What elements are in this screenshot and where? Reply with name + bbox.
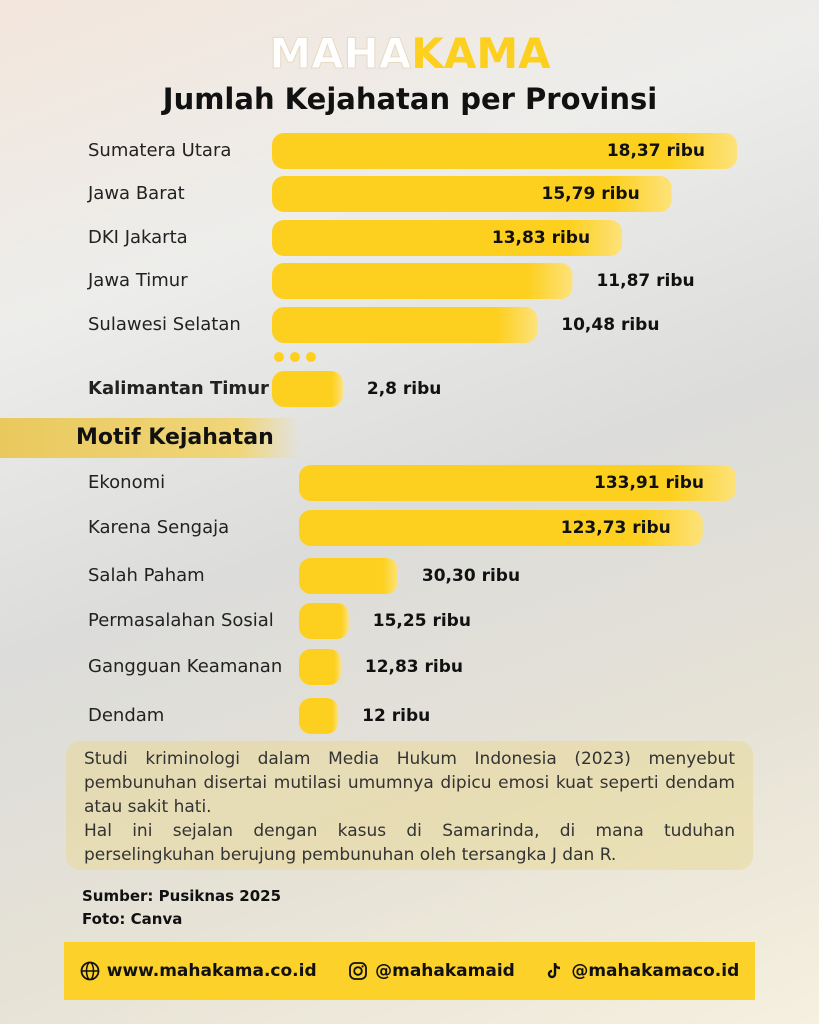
bar: [299, 558, 398, 594]
bar: [272, 220, 623, 256]
category-label: Gangguan Keamanan: [88, 656, 282, 677]
ellipsis-dot: [274, 352, 284, 362]
section-band: [0, 418, 300, 458]
category-label: Permasalahan Sosial: [88, 610, 274, 631]
tiktok[interactable]: @mahakamaco.id: [571, 961, 740, 981]
note-box: Studi kriminologi dalam Media Hukum Indo…: [66, 741, 753, 870]
bar: [299, 698, 339, 734]
category-label: Ekonomi: [88, 472, 165, 493]
bar: [272, 371, 343, 407]
value-label: 15,25 ribu: [373, 611, 471, 631]
category-label: Dendam: [88, 705, 164, 726]
note-paragraph: Studi kriminologi dalam Media Hukum Indo…: [84, 749, 735, 817]
instagram[interactable]: @mahakamaid: [375, 961, 515, 981]
value-label: 11,87 ribu: [596, 271, 694, 291]
bar: [299, 603, 349, 639]
website[interactable]: www.mahakama.co.id: [106, 961, 317, 981]
bar: [299, 649, 341, 685]
footer-item: www.mahakama.co.id: [80, 961, 317, 981]
value-label: 10,48 ribu: [561, 315, 659, 335]
category-label: Salah Paham: [88, 565, 205, 586]
category-label: Sulawesi Selatan: [88, 314, 241, 335]
source: Sumber: Pusiknas 2025: [82, 887, 282, 905]
value-label: 12 ribu: [362, 706, 430, 726]
category-label: Kalimantan Timur: [88, 378, 269, 399]
instagram-icon: [349, 962, 368, 980]
note-paragraph: Hal ini sejalan dengan kasus di Samarind…: [84, 821, 735, 865]
bar: [272, 133, 737, 169]
category-label: Jawa Barat: [87, 183, 185, 204]
globe-icon: [80, 961, 100, 981]
ellipsis-dot: [290, 352, 300, 362]
brand-bold: KAMA: [411, 29, 551, 78]
value-label: 30,30 ribu: [422, 566, 520, 586]
value-label: 12,83 ribu: [365, 657, 463, 677]
photo-credit: Foto: Canva: [82, 910, 183, 928]
footer: www.mahakama.co.id @mahakamaid @mahakama…: [64, 942, 755, 1000]
value-label: 13,83 ribu: [492, 228, 590, 248]
section-title: Motif Kejahatan: [76, 425, 274, 450]
value-label: 18,37 ribu: [607, 141, 705, 161]
category-label: Jawa Timur: [87, 270, 188, 291]
footer-item: @mahakamaco.id: [546, 961, 739, 981]
bar: [299, 510, 703, 546]
bar: [272, 307, 538, 343]
category-label: Sumatera Utara: [88, 140, 231, 161]
footer-item: @mahakamaid: [348, 961, 515, 981]
bar: [299, 465, 736, 501]
bar: [272, 176, 672, 212]
brand: MAHAKAMA: [269, 29, 551, 78]
value-label: 133,91 ribu: [594, 473, 704, 493]
category-label: Karena Sengaja: [88, 517, 229, 538]
bar: [272, 263, 573, 299]
brand-light: MAHA: [269, 29, 411, 78]
category-label: DKI Jakarta: [88, 227, 188, 248]
tiktok-icon: [548, 962, 561, 979]
value-label: 123,73 ribu: [561, 518, 671, 538]
ellipsis-dot: [306, 352, 316, 362]
value-label: 2,8 ribu: [367, 379, 442, 399]
chart-title: Jumlah Kejahatan per Provinsi: [161, 82, 657, 116]
value-label: 15,79 ribu: [542, 184, 640, 204]
